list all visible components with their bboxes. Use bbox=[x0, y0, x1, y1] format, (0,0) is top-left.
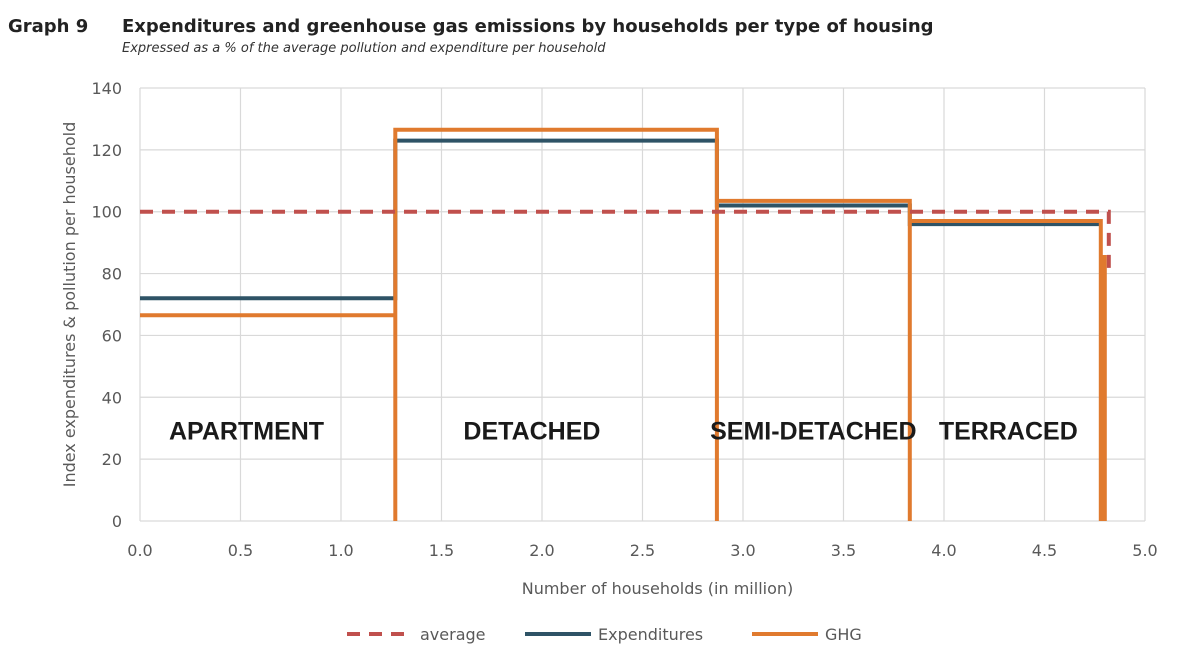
chart-subtitle: Expressed as a % of the average pollutio… bbox=[122, 41, 606, 56]
region-label: SEMI-DETACHED bbox=[710, 417, 916, 445]
y-tick-label: 40 bbox=[102, 388, 122, 407]
x-tick-label: 3.0 bbox=[730, 541, 755, 560]
x-tick-label: 0.0 bbox=[127, 541, 152, 560]
series-line-ghg bbox=[140, 127, 1107, 522]
x-tick-label: 2.5 bbox=[630, 541, 655, 560]
x-tick-label: 4.0 bbox=[931, 541, 956, 560]
y-tick-label: 0 bbox=[112, 512, 122, 531]
y-axis-label: Index expenditures & pollution per house… bbox=[60, 122, 79, 488]
y-tick-label: 80 bbox=[102, 265, 122, 284]
x-tick-label: 1.5 bbox=[429, 541, 454, 560]
y-tick-label: 140 bbox=[91, 79, 122, 98]
y-tick-label: 20 bbox=[102, 450, 122, 469]
region-labels: APARTMENT DETACHED SEMI-DETACHED TERRACED bbox=[169, 417, 1078, 445]
legend-label: Expenditures bbox=[598, 625, 703, 644]
x-tick-label: 0.5 bbox=[228, 541, 253, 560]
x-tick-label: 3.5 bbox=[831, 541, 856, 560]
chart-title: Expenditures and greenhouse gas emission… bbox=[122, 16, 934, 37]
y-tick-label: 120 bbox=[91, 141, 122, 160]
region-label: DETACHED bbox=[463, 417, 600, 445]
y-tick-label: 60 bbox=[102, 326, 122, 345]
x-tick-label: 5.0 bbox=[1132, 541, 1157, 560]
axes: 0 20 40 60 80 100 120 140 0.0 0.5 1.0 1.5 2.0 2.5 3.0 3… bbox=[91, 79, 1157, 560]
legend-label: average bbox=[420, 625, 486, 644]
grid bbox=[139, 87, 1146, 522]
graph-number: Graph 9 bbox=[8, 16, 89, 37]
x-tick-label: 1.0 bbox=[328, 541, 353, 560]
series-layer bbox=[140, 127, 1111, 522]
region-label: TERRACED bbox=[939, 417, 1078, 445]
legend: average Expenditures GHG bbox=[347, 625, 862, 644]
y-tick-label: 100 bbox=[91, 203, 122, 222]
x-tick-label: 2.0 bbox=[529, 541, 554, 560]
series-line-average bbox=[140, 209, 1111, 274]
region-label: APARTMENT bbox=[169, 417, 324, 445]
x-tick-label: 4.5 bbox=[1032, 541, 1057, 560]
x-axis-label: Number of households (in million) bbox=[522, 579, 794, 598]
legend-label: GHG bbox=[825, 625, 862, 644]
